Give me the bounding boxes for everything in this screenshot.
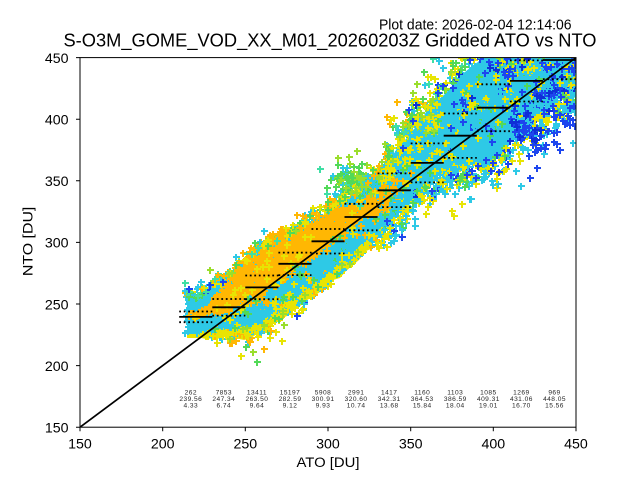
svg-text:350: 350	[45, 174, 69, 190]
svg-text:250: 250	[233, 437, 257, 453]
svg-text:200: 200	[45, 359, 69, 375]
svg-text:Plot date: 2026-02-04 12:14:06: Plot date: 2026-02-04 12:14:06	[379, 18, 572, 34]
svg-text:200: 200	[151, 437, 175, 453]
svg-text:450: 450	[564, 437, 588, 453]
svg-text:150: 150	[45, 421, 69, 437]
svg-text:450: 450	[45, 51, 69, 67]
svg-text:ATO [DU]: ATO [DU]	[297, 455, 360, 471]
svg-text:150: 150	[68, 437, 92, 453]
svg-text:400: 400	[481, 437, 505, 453]
svg-text:NTO [DU]: NTO [DU]	[21, 207, 37, 277]
svg-text:350: 350	[399, 437, 423, 453]
svg-text:400: 400	[45, 113, 69, 129]
svg-text:S-O3M_GOME_VOD_XX_M01_20260203: S-O3M_GOME_VOD_XX_M01_20260203Z Gridded …	[64, 31, 597, 52]
svg-text:300: 300	[316, 437, 340, 453]
svg-text:300: 300	[45, 236, 69, 252]
svg-text:250: 250	[45, 297, 69, 313]
